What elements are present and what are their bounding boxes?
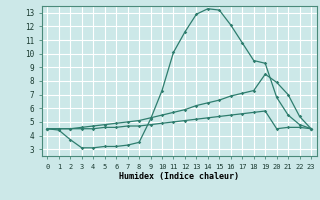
X-axis label: Humidex (Indice chaleur): Humidex (Indice chaleur) xyxy=(119,172,239,181)
